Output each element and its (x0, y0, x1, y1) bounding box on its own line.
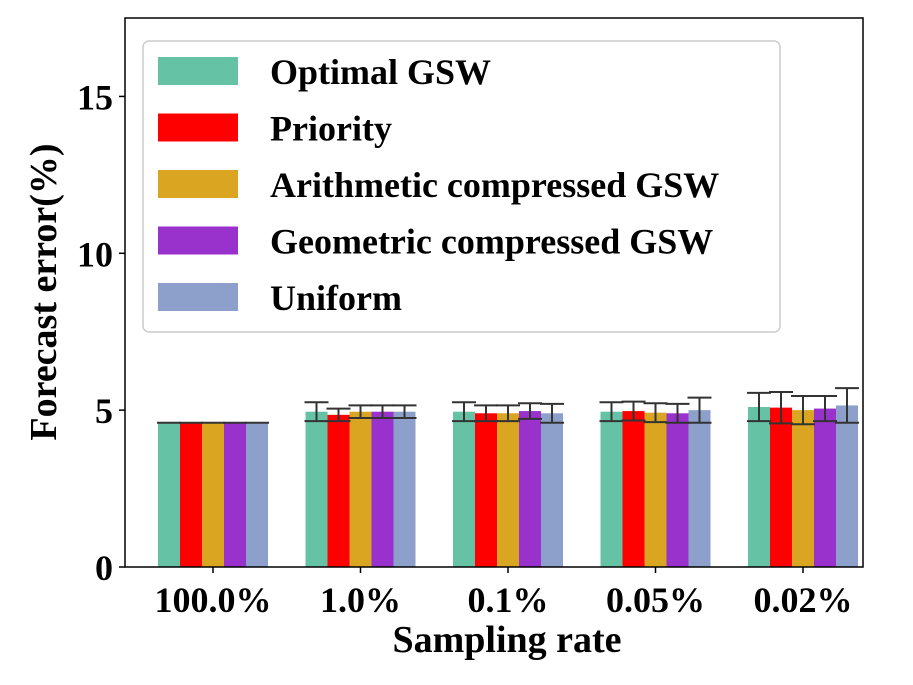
legend-swatch (158, 113, 238, 142)
legend-swatch (158, 226, 238, 255)
bar (688, 410, 711, 567)
x-tick-label: 0.1% (468, 580, 549, 620)
bar (371, 411, 394, 567)
bars-layer (158, 405, 858, 567)
bar (622, 411, 645, 567)
legend-label: Arithmetic compressed GSW (270, 165, 719, 205)
y-tick-label: 15 (77, 77, 113, 117)
legend-frame (142, 40, 781, 333)
bar (814, 408, 836, 567)
bar (748, 407, 770, 567)
y-tick-label: 5 (95, 391, 113, 431)
bar (600, 411, 623, 567)
bar (180, 422, 202, 567)
bar (519, 411, 541, 567)
y-axis-label: Forecast error(%) (23, 143, 65, 440)
bar (644, 412, 667, 567)
bar (305, 411, 328, 567)
legend-label: Geometric compressed GSW (270, 222, 713, 262)
bar (349, 411, 372, 567)
x-tick-label: 0.05% (606, 580, 705, 620)
legend-swatch (158, 57, 238, 85)
bar (158, 422, 180, 567)
plot-frame (124, 17, 864, 568)
legend-label: Priority (270, 109, 392, 149)
bar (770, 407, 792, 567)
legend-swatch (158, 283, 238, 311)
y-tick-label: 10 (77, 234, 113, 274)
bar (792, 410, 814, 567)
bar (453, 411, 475, 567)
bar (497, 413, 519, 567)
bar (541, 413, 563, 567)
legend-label: Uniform (270, 278, 402, 318)
axes-layer: 100.0% 1.0% 0.1% 0.05% 0.02% 0 5 10 15 (77, 77, 853, 620)
bar (475, 413, 497, 567)
legend: Optimal GSW Priority Arithmetic compressed… (142, 40, 781, 333)
bar (666, 413, 689, 567)
x-tick-label: 100.0% (155, 580, 272, 620)
bar (246, 422, 268, 567)
errorbars-layer (157, 387, 859, 426)
x-axis-label: Sampling rate (392, 619, 621, 661)
x-tick-label: 1.0% (320, 580, 401, 620)
bar (327, 414, 350, 567)
bar (202, 422, 224, 567)
legend-swatch (158, 170, 238, 198)
x-tick-label: 0.02% (754, 580, 853, 620)
y-tick-label: 0 (95, 548, 113, 588)
bar (393, 411, 416, 567)
bar (224, 422, 246, 567)
bar (836, 405, 858, 567)
legend-label: Optimal GSW (270, 52, 491, 92)
